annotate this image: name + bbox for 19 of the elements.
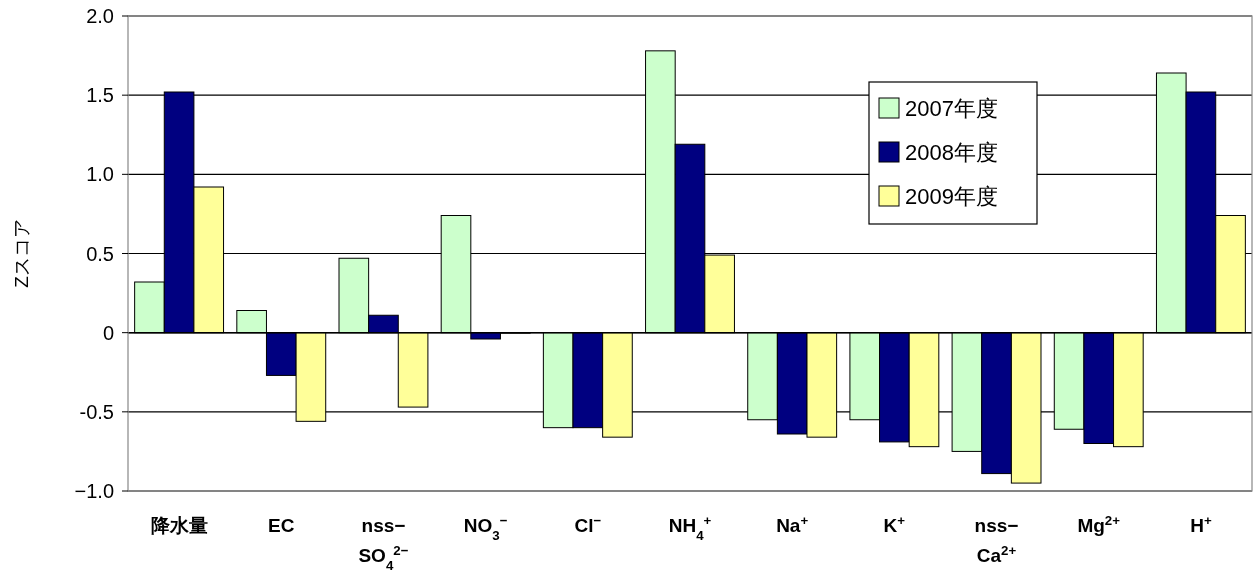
y-tick-label: 0.5 bbox=[86, 242, 114, 265]
y-tick-label: −1.0 bbox=[74, 480, 114, 502]
y-tick-label: -0.5 bbox=[79, 400, 114, 423]
y-tick-label: 1.5 bbox=[86, 84, 114, 107]
y-axis-title: Zスコア bbox=[11, 219, 32, 288]
x-tick-label: Na$^{+}$ bbox=[776, 512, 809, 536]
x-tick-label: nss− Ca$^{2+}$ bbox=[974, 515, 1019, 566]
x-tick-label: 降水量 bbox=[150, 515, 208, 536]
legend-label: 2009年度 bbox=[905, 184, 998, 209]
x-tick-label: K$^{+}$ bbox=[883, 512, 906, 536]
x-tick-label: Mg$^{2+}$ bbox=[1077, 512, 1121, 536]
legend-label: 2008年度 bbox=[905, 140, 998, 165]
y-tick-label: 1.0 bbox=[86, 163, 114, 186]
legend-label: 2007年度 bbox=[905, 96, 998, 121]
y-tick-label: 0 bbox=[102, 321, 114, 344]
x-tick-label: EC bbox=[268, 515, 295, 536]
x-tick-label: Cl$^{−}$ bbox=[574, 512, 602, 536]
x-tick-label: H$^{+}$ bbox=[1190, 512, 1212, 536]
y-tick-label: 2.0 bbox=[86, 5, 114, 27]
